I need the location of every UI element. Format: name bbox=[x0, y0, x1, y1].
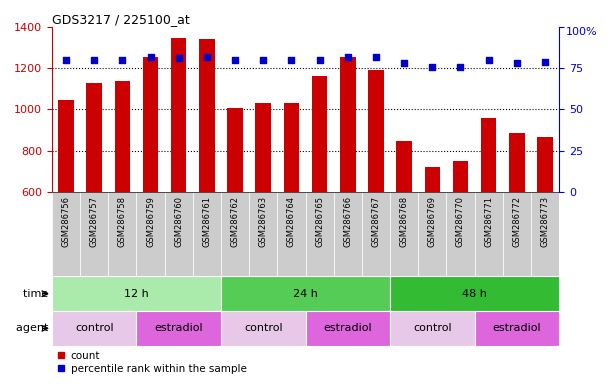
Bar bbox=[397, 141, 412, 192]
Point bbox=[202, 53, 212, 60]
Text: agent: agent bbox=[16, 323, 52, 333]
Text: GSM286764: GSM286764 bbox=[287, 196, 296, 247]
Text: control: control bbox=[413, 323, 452, 333]
Bar bbox=[171, 38, 186, 192]
Point bbox=[371, 53, 381, 60]
Bar bbox=[227, 108, 243, 192]
Text: GSM286773: GSM286773 bbox=[541, 196, 549, 247]
Bar bbox=[143, 58, 158, 192]
Text: control: control bbox=[244, 323, 282, 333]
Text: GSM286763: GSM286763 bbox=[258, 196, 268, 247]
Point bbox=[540, 58, 550, 65]
Bar bbox=[447, 192, 475, 276]
Point bbox=[315, 57, 324, 63]
Bar bbox=[306, 192, 334, 276]
Point bbox=[343, 53, 353, 60]
Bar bbox=[509, 132, 525, 192]
Bar bbox=[531, 192, 559, 276]
Text: 48 h: 48 h bbox=[462, 289, 487, 299]
Text: GSM286760: GSM286760 bbox=[174, 196, 183, 247]
Bar bbox=[199, 39, 214, 192]
Bar bbox=[475, 192, 503, 276]
Point bbox=[174, 55, 184, 61]
Text: GSM286757: GSM286757 bbox=[90, 196, 99, 247]
Bar bbox=[481, 118, 496, 192]
Bar bbox=[503, 192, 531, 276]
Text: GSM286770: GSM286770 bbox=[456, 196, 465, 247]
Bar bbox=[108, 192, 136, 276]
Bar bbox=[52, 276, 221, 311]
Bar bbox=[418, 192, 447, 276]
Point bbox=[145, 53, 155, 60]
Bar bbox=[362, 192, 390, 276]
Text: 12 h: 12 h bbox=[124, 289, 149, 299]
Point bbox=[512, 60, 522, 66]
Text: control: control bbox=[75, 323, 114, 333]
Bar bbox=[340, 58, 356, 192]
Point bbox=[456, 63, 466, 70]
Point bbox=[399, 60, 409, 66]
Bar bbox=[80, 192, 108, 276]
Bar bbox=[284, 103, 299, 192]
Bar bbox=[334, 192, 362, 276]
Point bbox=[258, 57, 268, 63]
Bar bbox=[52, 192, 80, 276]
Text: GSM286758: GSM286758 bbox=[118, 196, 127, 247]
Bar bbox=[136, 311, 221, 346]
Text: GSM286771: GSM286771 bbox=[484, 196, 493, 247]
Bar bbox=[255, 103, 271, 192]
Bar bbox=[86, 83, 102, 192]
Text: GDS3217 / 225100_at: GDS3217 / 225100_at bbox=[52, 13, 189, 26]
Bar bbox=[193, 192, 221, 276]
Bar bbox=[136, 192, 164, 276]
Text: GSM286767: GSM286767 bbox=[371, 196, 381, 247]
Text: GSM286756: GSM286756 bbox=[62, 196, 70, 247]
Text: GSM286759: GSM286759 bbox=[146, 196, 155, 247]
Text: GSM286762: GSM286762 bbox=[230, 196, 240, 247]
Text: estradiol: estradiol bbox=[155, 323, 203, 333]
Bar bbox=[390, 311, 475, 346]
Bar bbox=[425, 167, 440, 192]
Bar bbox=[221, 276, 390, 311]
Text: GSM286769: GSM286769 bbox=[428, 196, 437, 247]
Bar bbox=[390, 276, 559, 311]
Bar bbox=[221, 192, 249, 276]
Point bbox=[230, 57, 240, 63]
Bar bbox=[390, 192, 418, 276]
Bar bbox=[306, 311, 390, 346]
Bar bbox=[164, 192, 193, 276]
Text: GSM286765: GSM286765 bbox=[315, 196, 324, 247]
Text: estradiol: estradiol bbox=[323, 323, 372, 333]
Bar bbox=[221, 311, 306, 346]
Text: time: time bbox=[23, 289, 52, 299]
Point bbox=[484, 57, 494, 63]
Legend: count, percentile rank within the sample: count, percentile rank within the sample bbox=[57, 351, 247, 374]
Text: GSM286761: GSM286761 bbox=[202, 196, 211, 247]
Point bbox=[89, 57, 99, 63]
Text: GSM286768: GSM286768 bbox=[400, 196, 409, 247]
Bar bbox=[368, 70, 384, 192]
Bar bbox=[249, 192, 277, 276]
Text: 24 h: 24 h bbox=[293, 289, 318, 299]
Point bbox=[428, 63, 437, 70]
Point bbox=[61, 57, 71, 63]
Text: GSM286766: GSM286766 bbox=[343, 196, 353, 247]
Bar bbox=[475, 311, 559, 346]
Point bbox=[287, 57, 296, 63]
Point bbox=[117, 57, 127, 63]
Bar bbox=[277, 192, 306, 276]
Bar bbox=[312, 76, 327, 192]
Bar bbox=[58, 99, 74, 192]
Text: estradiol: estradiol bbox=[492, 323, 541, 333]
Text: 100%: 100% bbox=[566, 27, 598, 37]
Bar bbox=[537, 137, 553, 192]
Bar bbox=[115, 81, 130, 192]
Bar bbox=[453, 161, 468, 192]
Text: GSM286772: GSM286772 bbox=[512, 196, 521, 247]
Bar bbox=[52, 311, 136, 346]
